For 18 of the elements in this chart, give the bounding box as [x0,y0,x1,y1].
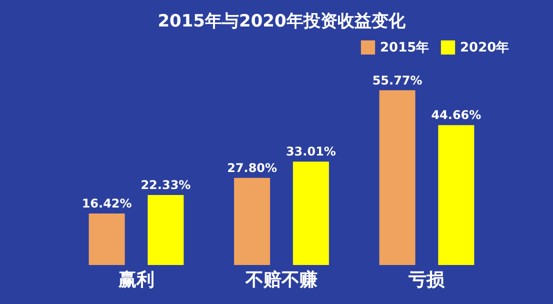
bar [88,214,125,265]
x-tick-label: 赢利 [117,270,154,290]
bar [438,125,474,265]
x-tick-label: 亏损 [408,270,446,290]
data-label: 22.33% [140,178,191,192]
x-tick-label: 不赔不赚 [244,270,318,290]
data-label: 55.77% [372,73,422,88]
legend-label: 2020年 [460,40,510,56]
bar [148,195,184,265]
bar [379,90,416,265]
data-label: 16.42% [82,196,132,211]
legend-label: 2015年 [380,40,430,56]
bar [292,162,329,265]
chart-title: 2015年与2020年投资收益变化 [158,11,406,32]
data-label: 27.80% [227,160,278,175]
bar [234,178,270,265]
data-label: 44.66% [431,108,482,122]
data-label: 33.01% [286,144,336,159]
